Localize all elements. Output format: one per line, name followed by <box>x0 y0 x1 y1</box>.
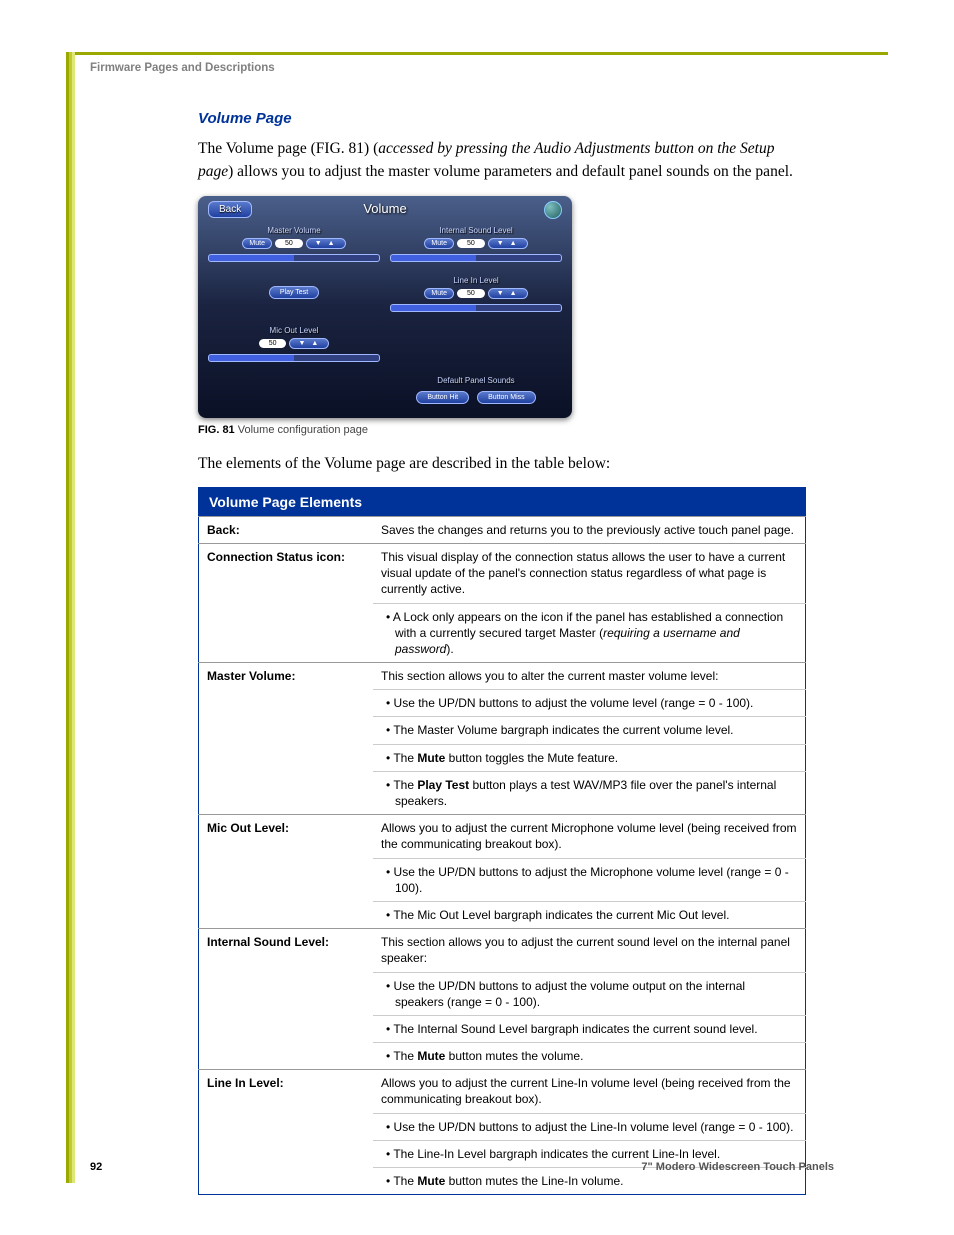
internal-updn-button[interactable]: ▼ ▲ <box>488 238 528 249</box>
table-row-label: Line In Level: <box>199 1070 374 1195</box>
table-cell: This section allows you to adjust the cu… <box>373 929 806 972</box>
table-cell: This section allows you to alter the cur… <box>373 663 806 690</box>
table-cell: Saves the changes and returns you to the… <box>373 516 806 543</box>
line-in-bargraph <box>390 304 562 312</box>
table-row-label: Mic Out Level: <box>199 815 374 929</box>
line-in-value: 50 <box>457 289 485 298</box>
mic-out-cell: Mic Out Level 50 ▼ ▲ <box>204 324 384 372</box>
section-title: Volume Page <box>198 110 806 127</box>
intro-paragraph: The Volume page (FIG. 81) (accessed by p… <box>198 137 806 184</box>
table-row-label: Internal Sound Level: <box>199 929 374 1070</box>
table-cell: • The Mic Out Level bargraph indicates t… <box>373 901 806 928</box>
table-cell: • Use the UP/DN buttons to adjust the vo… <box>373 972 806 1015</box>
table-row: Mic Out Level:Allows you to adjust the c… <box>199 815 806 858</box>
table-cell: • The Mute button toggles the Mute featu… <box>373 744 806 771</box>
table-cell: • A Lock only appears on the icon if the… <box>373 603 806 663</box>
internal-sound-cell: Internal Sound Level Mute 50 ▼ ▲ <box>386 224 566 272</box>
page-footer: 92 7" Modero Widescreen Touch Panels <box>90 1161 834 1173</box>
default-sounds-cell: Default Panel Sounds Button Hit Button M… <box>386 374 566 418</box>
table-title: Volume Page Elements <box>199 487 806 516</box>
line-in-label: Line In Level <box>390 276 562 285</box>
master-value: 50 <box>275 239 303 248</box>
internal-sound-label: Internal Sound Level <box>390 226 562 235</box>
empty-cell-2 <box>204 374 384 418</box>
table-cell: • The Mute button mutes the volume. <box>373 1043 806 1070</box>
table-row: Master Volume:This section allows you to… <box>199 663 806 690</box>
table-cell: • The Play Test button plays a test WAV/… <box>373 771 806 814</box>
table-cell: • Use the UP/DN buttons to adjust the vo… <box>373 690 806 717</box>
master-updn-button[interactable]: ▼ ▲ <box>306 238 346 249</box>
default-sounds-label: Default Panel Sounds <box>390 376 562 385</box>
back-button[interactable]: Back <box>208 201 252 218</box>
table-row-label: Back: <box>199 516 374 543</box>
table-intro: The elements of the Volume page are desc… <box>198 452 806 475</box>
page-number: 92 <box>90 1161 102 1173</box>
table-cell: Allows you to adjust the current Microph… <box>373 815 806 858</box>
master-mute-button[interactable]: Mute <box>242 238 272 249</box>
mic-out-bargraph <box>208 354 380 362</box>
connection-status-icon <box>544 201 562 219</box>
table-cell: Allows you to adjust the current Line-In… <box>373 1070 806 1113</box>
play-test-button[interactable]: Play Test <box>269 286 319 299</box>
line-in-updn-button[interactable]: ▼ ▲ <box>488 288 528 299</box>
internal-mute-button[interactable]: Mute <box>424 238 454 249</box>
table-cell: • The Internal Sound Level bargraph indi… <box>373 1015 806 1042</box>
internal-bargraph <box>390 254 562 262</box>
table-cell: • Use the UP/DN buttons to adjust the Li… <box>373 1113 806 1140</box>
line-in-mute-button[interactable]: Mute <box>424 288 454 299</box>
intro-post: ) allows you to adjust the master volume… <box>228 163 793 180</box>
master-volume-label: Master Volume <box>208 226 380 235</box>
table-cell: This visual display of the connection st… <box>373 543 806 603</box>
table-row: Connection Status icon:This visual displ… <box>199 543 806 603</box>
button-miss-button[interactable]: Button Miss <box>477 391 536 404</box>
table-row-label: Master Volume: <box>199 663 374 815</box>
page-border-top <box>66 52 888 55</box>
page-header: Firmware Pages and Descriptions <box>90 62 275 74</box>
table-cell: • The Master Volume bargraph indicates t… <box>373 717 806 744</box>
mic-out-value: 50 <box>259 339 287 348</box>
line-in-cell: Line In Level Mute 50 ▼ ▲ <box>386 274 566 322</box>
button-hit-button[interactable]: Button Hit <box>416 391 469 404</box>
elements-table: Volume Page Elements Back:Saves the chan… <box>198 487 806 1195</box>
table-row-label: Connection Status icon: <box>199 543 374 662</box>
fig-num: FIG. 81 <box>198 424 235 436</box>
master-volume-cell: Master Volume Mute 50 ▼ ▲ <box>204 224 384 272</box>
mic-out-label: Mic Out Level <box>208 326 380 335</box>
empty-cell <box>386 324 566 372</box>
mic-out-updn-button[interactable]: ▼ ▲ <box>289 338 329 349</box>
table-cell: • Use the UP/DN buttons to adjust the Mi… <box>373 858 806 901</box>
internal-value: 50 <box>457 239 485 248</box>
table-row: Line In Level:Allows you to adjust the c… <box>199 1070 806 1113</box>
table-row: Internal Sound Level:This section allows… <box>199 929 806 972</box>
master-bargraph <box>208 254 380 262</box>
table-row: Back:Saves the changes and returns you t… <box>199 516 806 543</box>
volume-panel-screenshot: Back Volume Master Volume Mute 50 ▼ ▲ In… <box>198 196 572 418</box>
figure-caption: FIG. 81 Volume configuration page <box>198 424 806 436</box>
panel-title: Volume <box>363 201 406 216</box>
fig-text: Volume configuration page <box>235 424 368 436</box>
intro-pre: The Volume page (FIG. 81) ( <box>198 140 378 157</box>
page-border-left <box>66 52 75 1183</box>
footer-title: 7" Modero Widescreen Touch Panels <box>641 1161 834 1173</box>
play-test-cell: Play Test <box>204 274 384 322</box>
